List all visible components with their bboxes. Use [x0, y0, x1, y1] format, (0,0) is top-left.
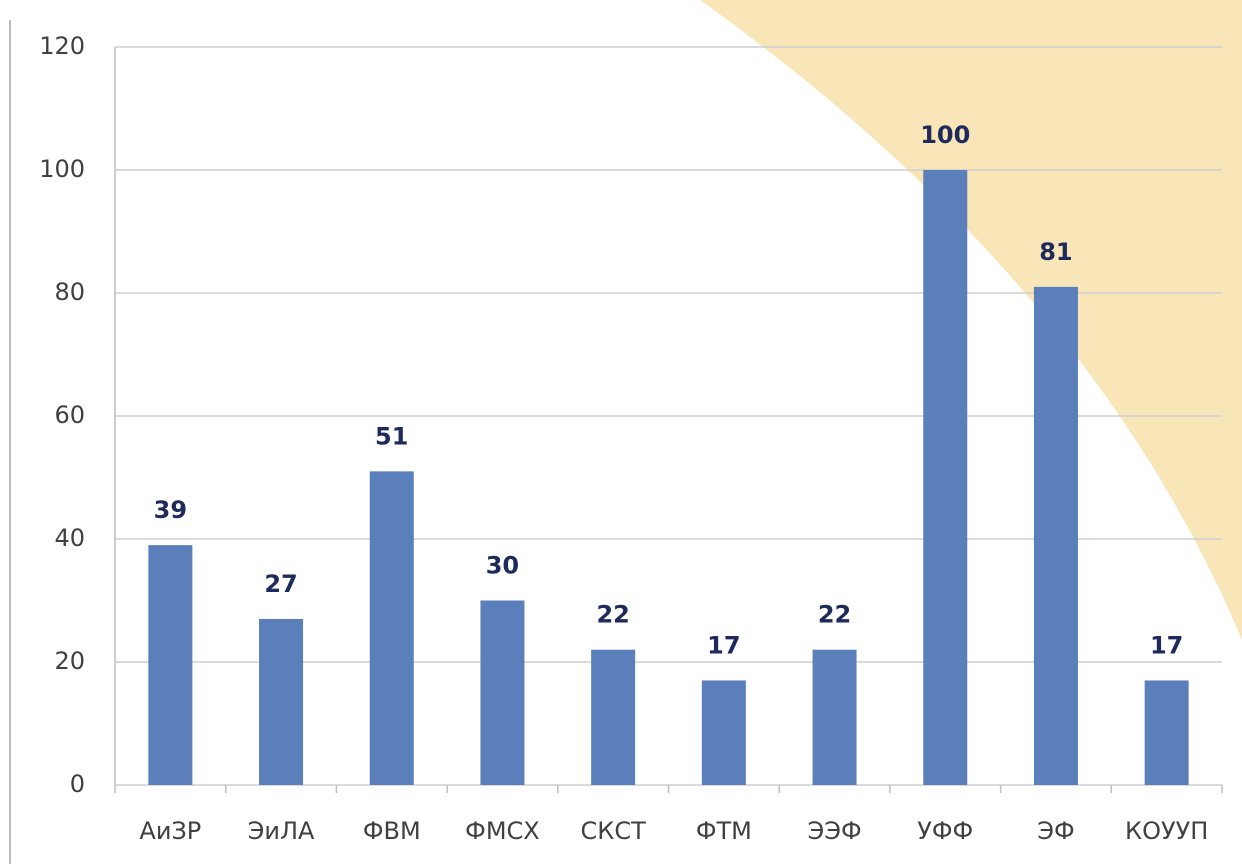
value-label: 22 — [818, 601, 851, 629]
y-tick-label: 60 — [54, 401, 85, 429]
x-tick-label: АиЗР — [139, 817, 201, 845]
x-tick-label: КОУУП — [1125, 817, 1208, 845]
value-label: 81 — [1039, 238, 1072, 266]
bar — [369, 471, 414, 785]
y-tick-label: 0 — [70, 770, 85, 798]
value-label: 17 — [707, 631, 740, 659]
x-tick-label: ФТМ — [696, 817, 752, 845]
value-label: 22 — [596, 601, 629, 629]
y-tick-label: 40 — [54, 524, 85, 552]
bar — [1144, 680, 1189, 785]
x-tick-label: ЭиЛА — [248, 817, 315, 845]
bar — [923, 170, 968, 785]
value-label: 27 — [264, 570, 297, 598]
y-tick-label: 80 — [54, 278, 85, 306]
x-tick-label: ЭФ — [1037, 817, 1074, 845]
bar — [148, 545, 193, 785]
value-label: 17 — [1150, 631, 1183, 659]
bar — [1033, 286, 1078, 785]
value-label: 51 — [375, 422, 408, 450]
value-label: 100 — [920, 121, 970, 149]
bar — [259, 618, 304, 785]
x-tick-label: ФМСХ — [465, 817, 540, 845]
x-tick-label: СКСТ — [581, 817, 647, 845]
x-tick-label: ФВМ — [363, 817, 421, 845]
y-tick-label: 120 — [39, 32, 85, 60]
bar — [701, 680, 746, 785]
value-label: 39 — [154, 496, 187, 524]
x-tick-label: ЭЭФ — [807, 817, 861, 845]
x-tick-label: УФФ — [917, 817, 973, 845]
y-tick-label: 100 — [39, 155, 85, 183]
background-shape — [700, 0, 1242, 640]
value-label: 30 — [486, 552, 519, 580]
plot-area: 0 20 40 60 80 100 120 АиЗР 39 ЭиЛА 27 ФВМ 51 ФМСХ 30 СК… — [39, 32, 1223, 845]
bar — [812, 649, 857, 785]
y-tick-label: 20 — [54, 647, 85, 675]
bar — [480, 600, 525, 785]
bar — [591, 649, 636, 785]
